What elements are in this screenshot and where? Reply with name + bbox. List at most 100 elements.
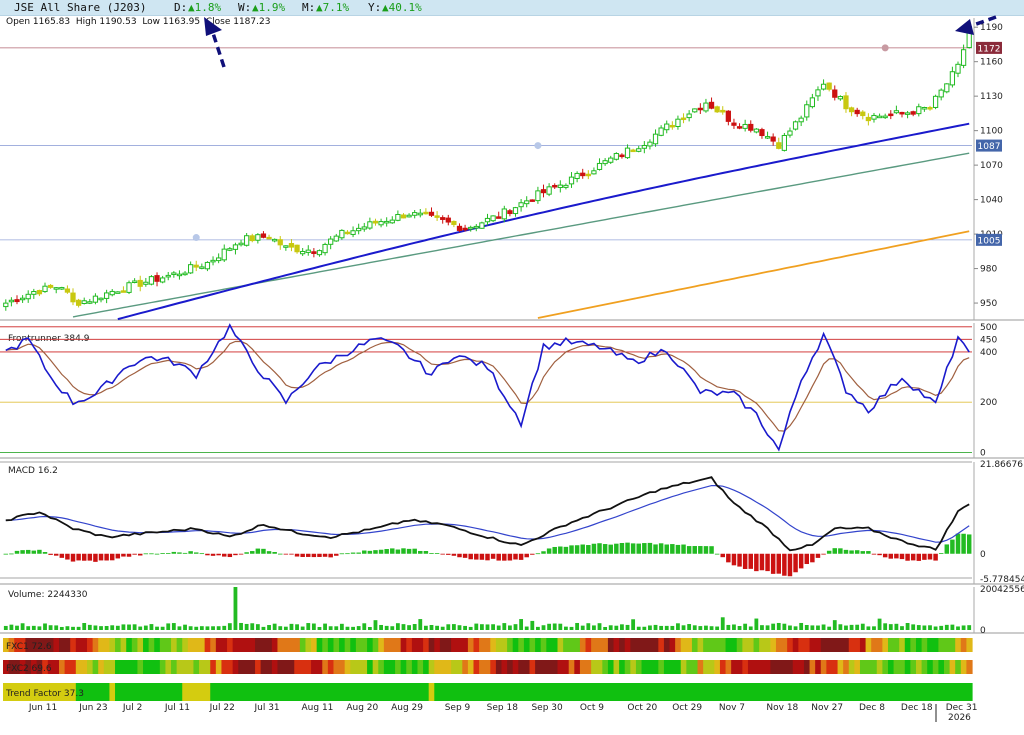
- candle-body: [3, 302, 9, 308]
- volume-bar: [20, 623, 25, 630]
- candle-body: [372, 220, 379, 224]
- trend-strip-cell: [25, 683, 32, 701]
- fxc2-strip-cell: [361, 660, 368, 674]
- trend-strip-cell: [792, 683, 799, 701]
- fxc1-strip-cell: [949, 638, 956, 652]
- macd-histogram-bar: [423, 550, 429, 554]
- candle-body: [787, 130, 793, 136]
- candle-body: [350, 230, 356, 235]
- fxc1-strip-cell: [126, 638, 133, 652]
- fxc2-strip-cell: [339, 660, 346, 674]
- trend-strip-cell: [14, 683, 21, 701]
- trend-strip-cell: [154, 683, 161, 701]
- fxc2-strip-cell: [154, 660, 161, 674]
- trend-strip-cell: [764, 683, 771, 701]
- candle-body: [333, 235, 339, 242]
- volume-bar: [390, 626, 395, 630]
- fxc2-strip-cell: [260, 660, 267, 674]
- trend-strip-cell: [367, 683, 374, 701]
- candle-body: [277, 239, 283, 246]
- candle-body: [860, 111, 866, 117]
- candle-body: [748, 123, 754, 131]
- fxc2-strip-cell: [719, 660, 727, 674]
- fxc2-strip-cell: [210, 660, 217, 674]
- frontrunner-tick-label: 200: [980, 398, 997, 408]
- fxc2-strip-cell: [915, 660, 923, 674]
- trend-strip-cell: [736, 683, 743, 701]
- fxc2-strip-cell: [759, 660, 766, 674]
- fxc1-strip-cell: [697, 638, 704, 652]
- trend-strip-cell: [871, 683, 878, 701]
- trend-strip-cell: [809, 683, 816, 701]
- macd-histogram-bar: [311, 553, 317, 558]
- volume-bar: [676, 623, 680, 630]
- trend-strip-cell: [680, 683, 687, 701]
- candle-body: [608, 157, 614, 163]
- volume-bar: [748, 626, 753, 630]
- trend-strip-cell: [882, 683, 889, 701]
- fxc1-strip-cell: [3, 638, 10, 652]
- volume-bar: [401, 624, 406, 630]
- trend-strip-cell: [568, 683, 575, 701]
- volume-bar: [250, 623, 255, 630]
- x-axis-label: Sep 18: [487, 703, 519, 713]
- fxc1-strip-cell: [915, 638, 923, 652]
- macd-histogram-bar: [933, 553, 938, 561]
- price-tick-label: 1070: [980, 161, 1003, 171]
- candle-body: [714, 106, 720, 113]
- macd-histogram-bar: [849, 550, 854, 554]
- macd-histogram-bar: [48, 553, 53, 555]
- candle-body: [92, 295, 99, 303]
- fxc1-strip-cell: [759, 638, 766, 652]
- candle-body: [305, 249, 311, 253]
- fxc2-strip-cell: [602, 660, 609, 674]
- volume-bar: [642, 626, 647, 630]
- candle-body: [557, 184, 563, 189]
- volume-bar: [43, 623, 47, 630]
- trend-strip-cell: [311, 683, 318, 701]
- trend-strip-cell: [691, 683, 699, 701]
- fxc1-strip-cell: [462, 638, 469, 652]
- macd-histogram-bar: [518, 553, 524, 560]
- candle-body: [652, 133, 659, 145]
- trend-strip-cell: [669, 683, 676, 701]
- macd-histogram-bar: [742, 553, 748, 569]
- volume-bar: [743, 623, 748, 630]
- price-level-badge: [976, 233, 1002, 246]
- fxc1-strip-cell: [8, 638, 15, 652]
- macd-histogram-bar: [306, 553, 311, 557]
- macd-histogram-bar: [31, 550, 37, 554]
- fxc2-strip-cell: [103, 660, 111, 674]
- fxc2-strip-cell: [53, 660, 60, 674]
- fxc1-strip-cell: [703, 638, 710, 652]
- fxc1-strip-cell: [742, 638, 749, 652]
- fxc2-strip-cell: [512, 660, 519, 674]
- trend-strip-cell: [389, 683, 396, 701]
- trend-strip-cell: [232, 683, 239, 701]
- trend-strip-cell: [8, 683, 15, 701]
- candle-body: [171, 272, 177, 275]
- candle-body: [703, 102, 709, 112]
- macd-histogram-bar: [3, 553, 9, 555]
- fxc1-strip-cell: [658, 638, 665, 652]
- candle-body: [227, 248, 233, 251]
- fxc2-strip-cell: [221, 660, 228, 674]
- macd-histogram-bar: [317, 553, 322, 557]
- x-axis-label: Aug 11: [302, 703, 334, 713]
- volume-bar: [558, 623, 563, 630]
- candle-body: [232, 244, 239, 250]
- trend-strip-cell: [473, 683, 480, 701]
- macd-histogram-bar: [205, 553, 210, 556]
- macd-histogram-bar: [479, 553, 485, 560]
- fxc2-strip-cell: [563, 660, 570, 674]
- trend-strip-cell: [47, 683, 55, 701]
- trend-strip-cell: [938, 683, 945, 701]
- fxc2-strip-cell: [19, 660, 27, 674]
- macd-histogram-bar: [266, 551, 272, 554]
- trend-strip-cell: [277, 683, 284, 701]
- trend-strip-cell: [630, 683, 637, 701]
- macd-histogram-bar: [574, 545, 580, 554]
- macd-histogram-bar: [14, 550, 20, 554]
- fxc2-strip-cell: [47, 660, 55, 674]
